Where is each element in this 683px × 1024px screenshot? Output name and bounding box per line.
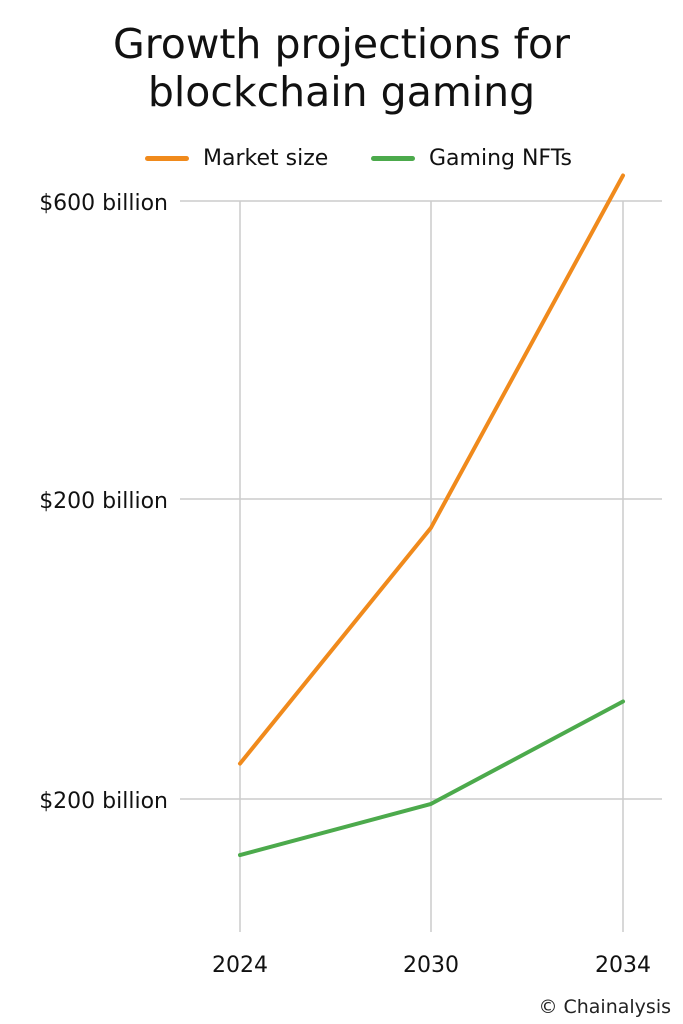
chart-legend: Market size Gaming NFTs (0, 140, 683, 176)
x-tick-label-2030: 2030 (403, 953, 459, 978)
x-tick-label-2034: 2034 (595, 953, 651, 978)
copyright-text: © Chainalysis (538, 996, 671, 1018)
legend-label-market-size: Market size (203, 145, 329, 171)
legend-item-gaming-nfts: Gaming NFTs (371, 140, 572, 176)
chart-title: Growth projections for blockchain gaming (0, 20, 683, 116)
chart-title-line-1: Growth projections for (113, 20, 570, 68)
x-tick-label-2024: 2024 (212, 953, 268, 978)
y-tick-label: $200 billion (39, 489, 168, 514)
y-tick-label: $600 billion (39, 191, 168, 216)
legend-swatch-gaming-nfts (371, 155, 415, 161)
chart-title-line-2: blockchain gaming (147, 68, 536, 116)
y-tick-label: $200 billion (39, 789, 168, 814)
legend-swatch-market-size (145, 155, 189, 161)
legend-label-gaming-nfts: Gaming NFTs (429, 145, 572, 171)
legend-item-market-size: Market size (145, 140, 328, 176)
